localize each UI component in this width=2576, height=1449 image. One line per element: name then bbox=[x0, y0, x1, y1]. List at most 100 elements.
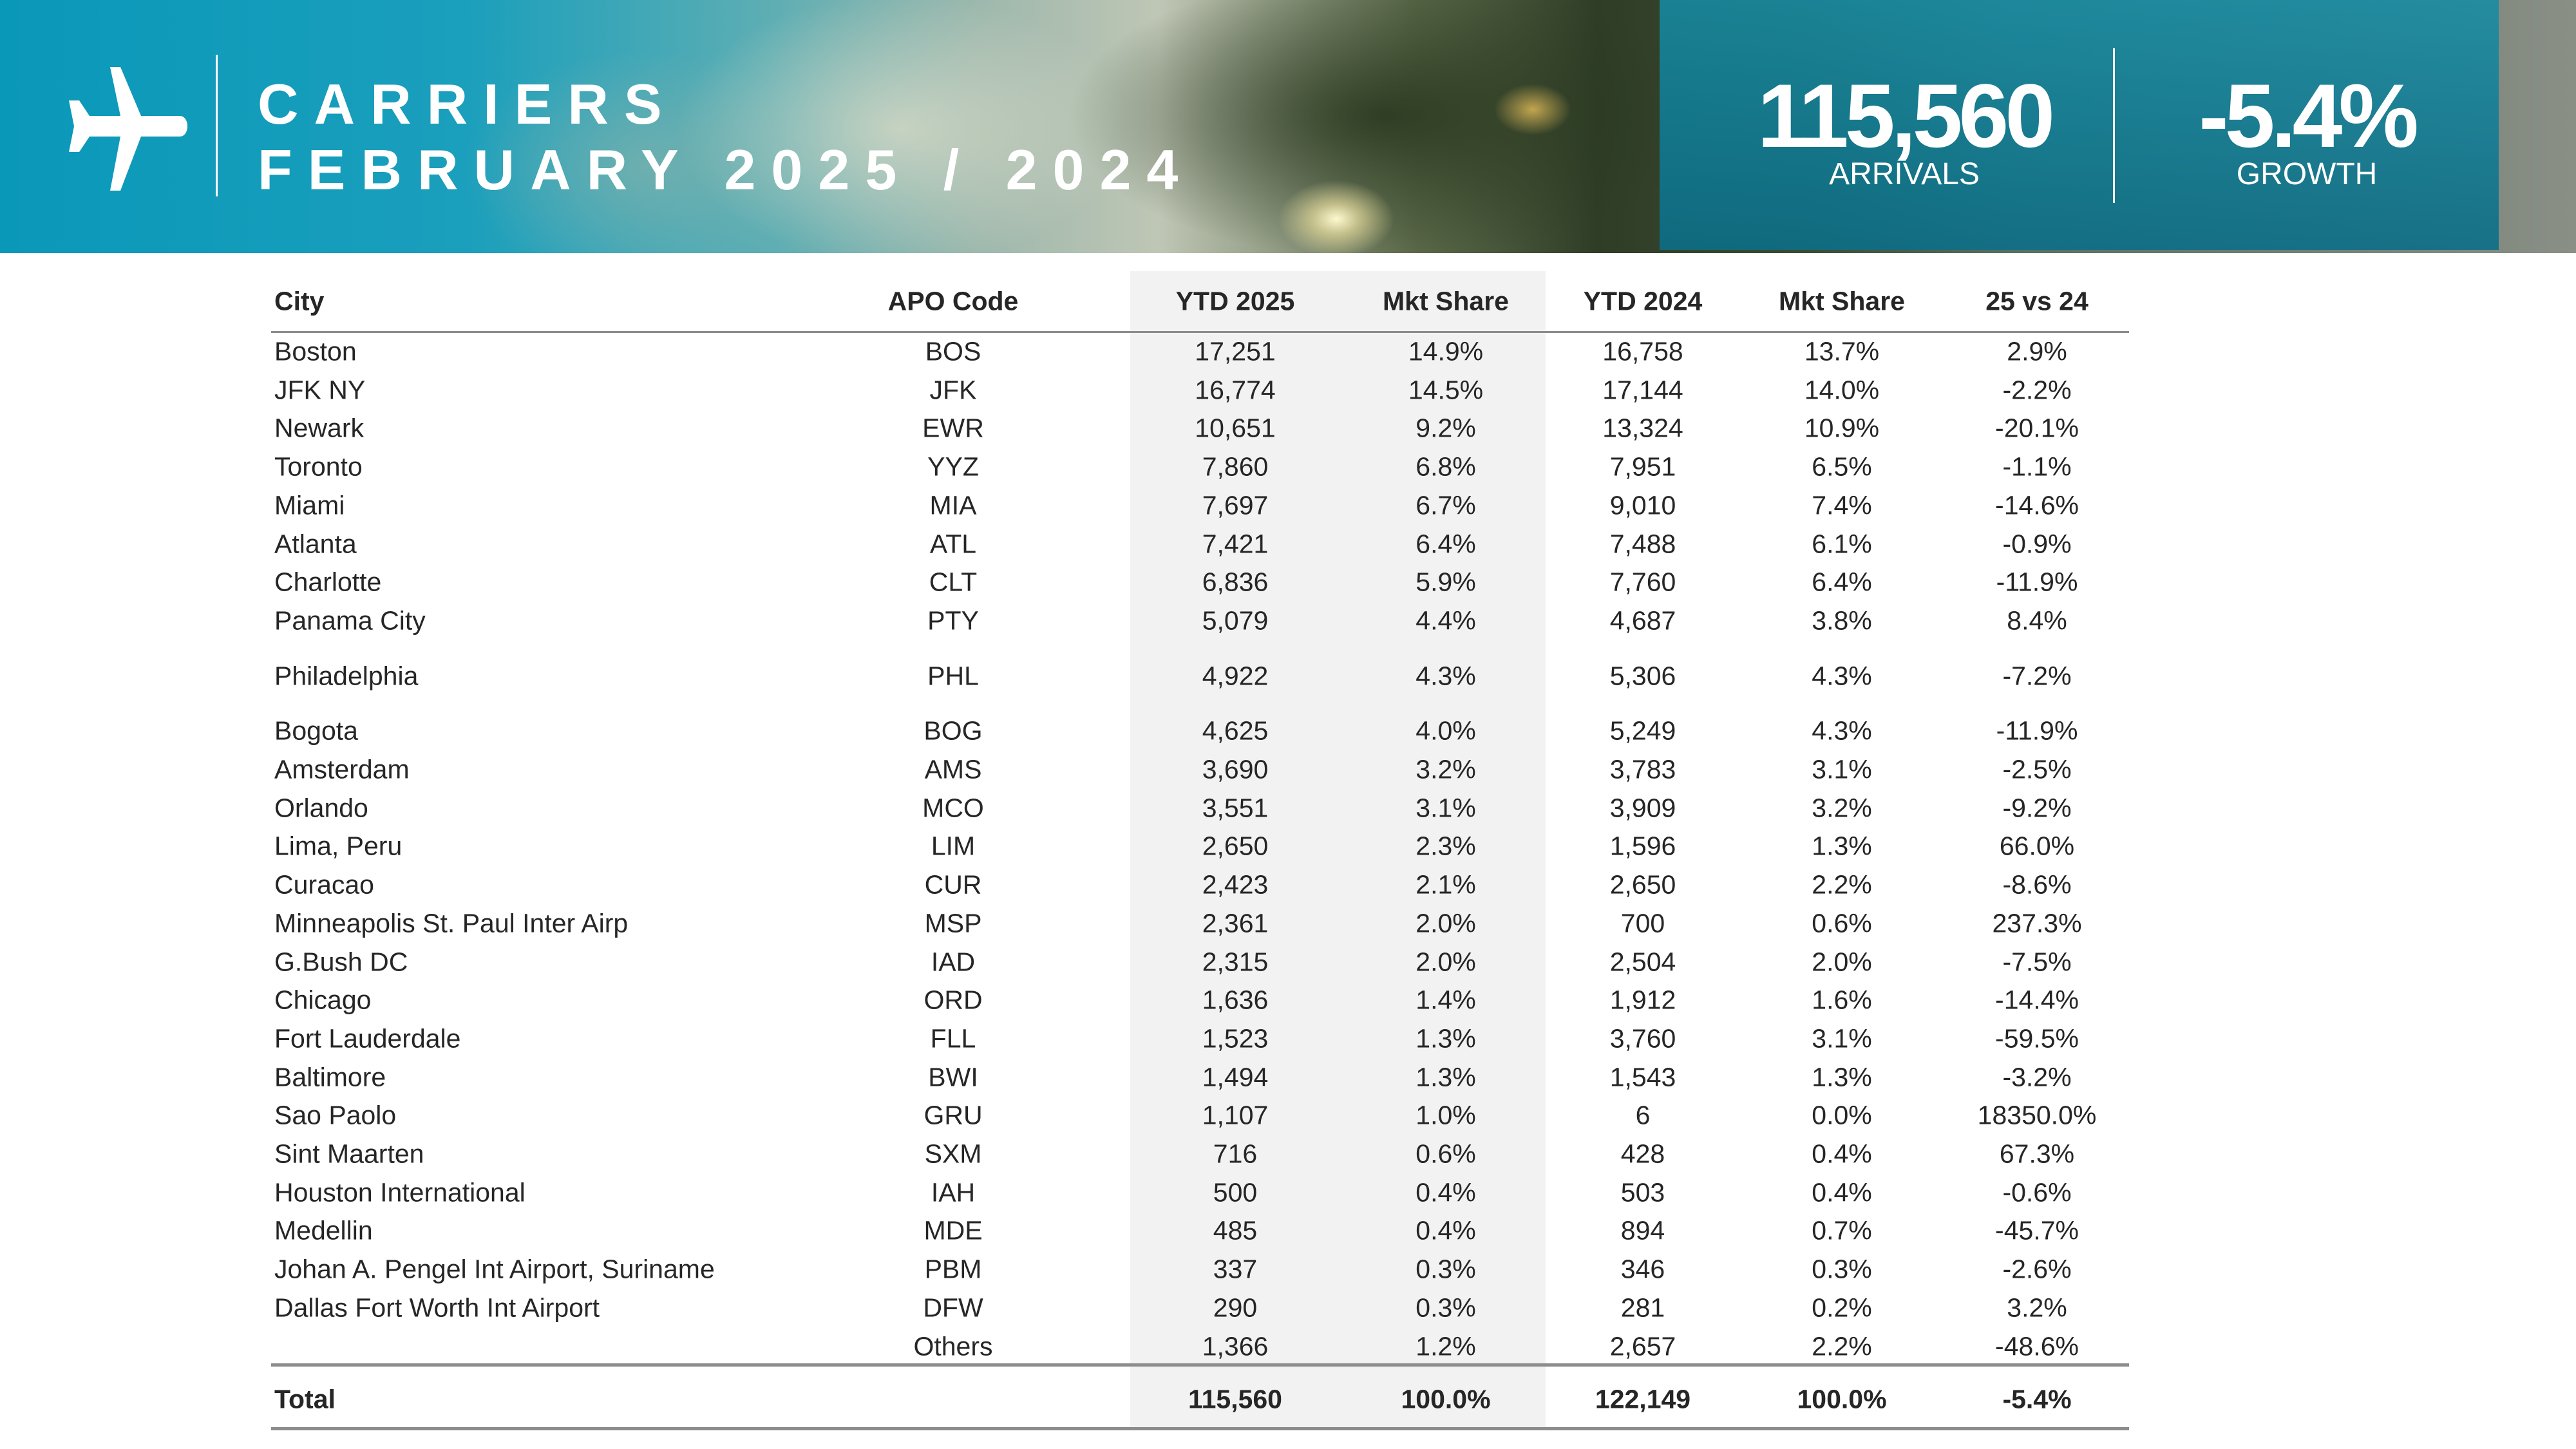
mkt-share-2024-cell: 0.4% bbox=[1812, 1177, 1872, 1208]
ytd-2024-cell: 1,543 bbox=[1609, 1062, 1676, 1092]
mkt-share-2024-cell: Mkt Share bbox=[1779, 286, 1905, 316]
mkt-share-2024-cell: 3.2% bbox=[1812, 793, 1872, 823]
city-cell: Newark bbox=[274, 413, 364, 443]
ytd-2025-cell: 290 bbox=[1213, 1293, 1258, 1323]
city-cell: Miami bbox=[274, 490, 345, 520]
mkt-share-2025-cell: 1.3% bbox=[1416, 1062, 1476, 1092]
ytd-2025-cell: 485 bbox=[1213, 1215, 1258, 1245]
city-cell: Medellin bbox=[274, 1215, 373, 1245]
apo-code-cell: CLT bbox=[929, 567, 978, 597]
mkt-share-2025-cell: 3.2% bbox=[1416, 754, 1476, 784]
city-cell: Dallas Fort Worth Int Airport bbox=[274, 1293, 600, 1323]
ytd2025-column-highlight bbox=[1130, 271, 1546, 1429]
ytd-2024-cell: 7,488 bbox=[1609, 529, 1676, 559]
mkt-share-2024-cell: 3.1% bbox=[1812, 754, 1872, 784]
mkt-share-2025-cell: 0.3% bbox=[1416, 1254, 1476, 1284]
change-25-vs-24-cell: 67.3% bbox=[1999, 1139, 2075, 1169]
ytd-2025-cell: 2,650 bbox=[1202, 831, 1269, 861]
mkt-share-2024-cell: 0.6% bbox=[1812, 908, 1872, 938]
mkt-share-2025-cell: 2.1% bbox=[1416, 869, 1476, 900]
apo-code-cell: BOG bbox=[923, 715, 983, 746]
city-cell: Orlando bbox=[274, 793, 368, 823]
change-25-vs-24-cell: -1.1% bbox=[2002, 451, 2072, 482]
ytd-2025-cell: 337 bbox=[1213, 1254, 1258, 1284]
growth-label: GROWTH bbox=[2236, 157, 2378, 191]
mkt-share-2024-cell: 2.2% bbox=[1812, 1331, 1872, 1361]
mkt-share-2025-cell: 3.1% bbox=[1416, 793, 1476, 823]
apo-code-cell: ORD bbox=[923, 985, 983, 1015]
mkt-share-2025-cell: 2.0% bbox=[1416, 908, 1476, 938]
apo-code-cell: PTY bbox=[927, 605, 979, 636]
mkt-share-2025-cell: 1.3% bbox=[1416, 1023, 1476, 1054]
mkt-share-2025-cell: 6.7% bbox=[1416, 490, 1476, 520]
mkt-share-2025-cell: Mkt Share bbox=[1383, 286, 1509, 316]
change-25-vs-24-cell: -9.2% bbox=[2002, 793, 2072, 823]
ytd-2025-cell: 7,860 bbox=[1202, 451, 1269, 482]
divider bbox=[216, 55, 218, 196]
ytd-2024-cell: 9,010 bbox=[1609, 490, 1676, 520]
mkt-share-2024-cell: 0.3% bbox=[1812, 1254, 1872, 1284]
apo-code-cell: MDE bbox=[923, 1215, 983, 1245]
change-25-vs-24-cell: -48.6% bbox=[1995, 1331, 2079, 1361]
apo-code-cell: YYZ bbox=[927, 451, 979, 482]
change-25-vs-24-cell: 18350.0% bbox=[1977, 1100, 2097, 1130]
mkt-share-2024-cell: 1.3% bbox=[1812, 831, 1872, 861]
mkt-share-2024-cell: 2.2% bbox=[1812, 869, 1872, 900]
mkt-share-2025-cell: 4.0% bbox=[1416, 715, 1476, 746]
mkt-share-2024-cell: 3.8% bbox=[1812, 605, 1872, 636]
change-25-vs-24-cell: -2.5% bbox=[2002, 754, 2072, 784]
ytd-2024-cell: YTD 2024 bbox=[1583, 286, 1703, 316]
city-cell: Bogota bbox=[274, 715, 358, 746]
ytd-2025-cell: 6,836 bbox=[1202, 567, 1269, 597]
change-25-vs-24-cell: -11.9% bbox=[1996, 567, 2078, 597]
city-cell: Panama City bbox=[274, 605, 426, 636]
city-cell: Minneapolis St. Paul Inter Airp bbox=[274, 908, 629, 938]
mkt-share-2024-cell: 0.4% bbox=[1812, 1139, 1872, 1169]
ytd-2024-cell: 122,149 bbox=[1595, 1384, 1691, 1414]
mkt-share-2025-cell: 100.0% bbox=[1401, 1384, 1491, 1414]
mkt-share-2025-cell: 4.4% bbox=[1416, 605, 1476, 636]
mkt-share-2024-cell: 6.1% bbox=[1812, 529, 1872, 559]
apo-code-cell: PBM bbox=[924, 1254, 982, 1284]
ytd-2025-cell: YTD 2025 bbox=[1175, 286, 1295, 316]
change-25-vs-24-cell: -8.6% bbox=[2002, 869, 2072, 900]
mkt-share-2024-cell: 0.2% bbox=[1812, 1293, 1872, 1323]
apo-code-cell: JFK bbox=[929, 375, 977, 405]
mkt-share-2024-cell: 2.0% bbox=[1812, 947, 1872, 977]
ytd-2024-cell: 346 bbox=[1620, 1254, 1665, 1284]
ytd-2024-cell: 6 bbox=[1635, 1100, 1651, 1130]
mkt-share-2024-cell: 4.3% bbox=[1812, 661, 1872, 691]
change-25-vs-24-cell: -14.6% bbox=[1995, 490, 2079, 520]
apo-code-cell: LIM bbox=[931, 831, 976, 861]
ytd-2025-cell: 10,651 bbox=[1195, 413, 1276, 443]
mkt-share-2024-cell: 7.4% bbox=[1812, 490, 1872, 520]
mkt-share-2025-cell: 4.3% bbox=[1416, 661, 1476, 691]
apo-code-cell: DFW bbox=[923, 1293, 983, 1323]
city-cell: Sao Paolo bbox=[274, 1100, 397, 1130]
ytd-2024-cell: 1,912 bbox=[1609, 985, 1676, 1015]
ytd-2024-cell: 2,504 bbox=[1609, 947, 1676, 977]
change-25-vs-24-cell: 3.2% bbox=[2007, 1293, 2067, 1323]
apo-code-cell: GRU bbox=[923, 1100, 983, 1130]
mkt-share-2024-cell: 0.0% bbox=[1812, 1100, 1872, 1130]
mkt-share-2025-cell: 1.0% bbox=[1416, 1100, 1476, 1130]
mkt-share-2025-cell: 1.2% bbox=[1416, 1331, 1476, 1361]
ytd-2024-cell: 3,760 bbox=[1609, 1023, 1676, 1054]
city-cell: Boston bbox=[274, 336, 357, 366]
change-25-vs-24-cell: -7.2% bbox=[2002, 661, 2072, 691]
ytd-2025-cell: 2,361 bbox=[1202, 908, 1269, 938]
stats-panel: 115,560 ARRIVALS -5.4% GROWTH bbox=[1660, 0, 2499, 250]
bottom-rule bbox=[271, 1427, 2129, 1430]
change-25-vs-24-cell: 8.4% bbox=[2007, 605, 2067, 636]
ytd-2024-cell: 5,306 bbox=[1609, 661, 1676, 691]
change-25-vs-24-cell: -0.9% bbox=[2002, 529, 2072, 559]
ytd-2025-cell: 2,315 bbox=[1202, 947, 1269, 977]
apo-code-cell: Others bbox=[913, 1331, 993, 1361]
mkt-share-2024-cell: 13.7% bbox=[1804, 336, 1880, 366]
ytd-2025-cell: 115,560 bbox=[1188, 1384, 1282, 1414]
apo-code-cell: CUR bbox=[924, 869, 982, 900]
city-cell: Atlanta bbox=[274, 529, 357, 559]
change-25-vs-24-cell: 25 vs 24 bbox=[1985, 286, 2088, 316]
mkt-share-2025-cell: 5.9% bbox=[1416, 567, 1476, 597]
change-25-vs-24-cell: -0.6% bbox=[2002, 1177, 2072, 1208]
